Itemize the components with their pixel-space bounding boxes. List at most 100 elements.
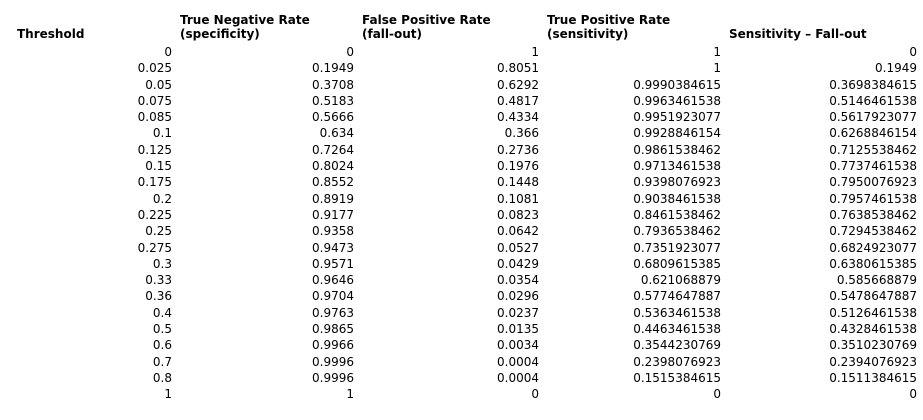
table-cell-sensitivity-minus-fallout: 0.5126461538 (829, 305, 917, 320)
table-cell-threshold: 0.085 (137, 110, 172, 125)
table-cell-true-positive-rate: 0.5363461538 (633, 305, 721, 320)
column-header-line2: (sensitivity) (547, 27, 629, 41)
table-row: 1 1 0 0 0 (0, 386, 923, 402)
table-cell-true-positive-rate: 0.7351923077 (633, 240, 721, 255)
table-cell-sensitivity-minus-fallout: 0.6380615385 (829, 256, 917, 271)
table-cell-threshold: 0.275 (137, 240, 172, 255)
table-cell-false-positive-rate: 0.6292 (497, 77, 539, 92)
table-cell-false-positive-rate: 0 (531, 387, 539, 402)
table-cell-false-positive-rate: 0.4334 (497, 110, 539, 125)
table-cell-true-negative-rate: 0.8919 (312, 191, 354, 206)
table-cell-true-negative-rate: 0 (346, 45, 354, 59)
column-header-line2: (fall-out) (362, 27, 423, 41)
table-cell-threshold: 0.4 (152, 305, 172, 320)
table-cell-false-positive-rate: 0.4817 (497, 93, 539, 108)
table-cell-true-negative-rate: 0.9473 (312, 240, 354, 255)
table-cell-sensitivity-minus-fallout: 0.2394076923 (829, 354, 917, 369)
table-row: 0.125 0.7264 0.2736 0.9861538462 0.712553846… (0, 142, 923, 158)
table-cell-sensitivity-minus-fallout: 0.1949 (875, 61, 917, 76)
table-cell-true-positive-rate: 0.8461538462 (633, 207, 721, 222)
table-cell-true-positive-rate: 0.9990384615 (633, 77, 721, 92)
table-cell-threshold: 0.025 (137, 61, 172, 76)
table-cell-true-positive-rate: 0.7936538462 (633, 224, 721, 239)
table-cell-threshold: 0.6 (152, 338, 172, 353)
table-cell-true-positive-rate: 1 (713, 61, 721, 76)
table-row: 0.5 0.9865 0.0135 0.4463461538 0.4328461538 (0, 321, 923, 337)
table-cell-true-positive-rate: 1 (713, 45, 721, 59)
table-row: 0.6 0.9966 0.0034 0.3544230769 0.3510230769 (0, 337, 923, 353)
table-cell-threshold: 0 (164, 45, 172, 59)
table-cell-threshold: 0.8 (152, 370, 172, 385)
table-row: 0.1 0.634 0.366 0.9928846154 0.6268846154 (0, 125, 923, 141)
table-cell-true-negative-rate: 0.9177 (312, 207, 354, 222)
table-cell-true-positive-rate: 0.6809615385 (633, 256, 721, 271)
table-cell-true-negative-rate: 0.9704 (312, 289, 354, 304)
column-header-true-positive-rate: True Positive Rate (sensitivity) (545, 13, 727, 44)
table-cell-false-positive-rate: 0.1448 (497, 175, 539, 190)
table-cell-sensitivity-minus-fallout: 0.4328461538 (829, 322, 917, 337)
table-cell-true-positive-rate: 0.9038461538 (633, 191, 721, 206)
table-cell-threshold: 0.7 (152, 354, 172, 369)
roc-threshold-table-sheet: Threshold True Negative Rate (specificity)… (0, 13, 923, 403)
table-cell-true-negative-rate: 0.5666 (312, 110, 354, 125)
table-row: 0.275 0.9473 0.0527 0.7351923077 0.682492307… (0, 240, 923, 256)
column-header-line2: (specificity) (180, 27, 260, 41)
table-cell-sensitivity-minus-fallout: 0.5478647887 (829, 289, 917, 304)
table-cell-sensitivity-minus-fallout: 0.1511384615 (829, 370, 917, 385)
table-row: 0.7 0.9996 0.0004 0.2398076923 0.2394076923 (0, 354, 923, 370)
table-row: 0.085 0.5666 0.4334 0.9951923077 0.561792307… (0, 109, 923, 125)
table-cell-false-positive-rate: 0.0823 (497, 207, 539, 222)
table-row: 0.2 0.8919 0.1081 0.9038461538 0.7957461538 (0, 191, 923, 207)
column-header-sensitivity-minus-fallout: Sensitivity – Fall-out (727, 13, 923, 44)
table-cell-threshold: 0.15 (145, 159, 172, 174)
column-header-false-positive-rate: False Positive Rate (fall-out) (360, 13, 545, 44)
table-cell-sensitivity-minus-fallout: 0.585668879 (836, 273, 917, 288)
table-cell-true-positive-rate: 0.9398076923 (633, 175, 721, 190)
table-row: 0.8 0.9996 0.0004 0.1515384615 0.1511384615 (0, 370, 923, 386)
column-header-line2: Sensitivity – Fall-out (729, 27, 867, 41)
table-cell-threshold: 0.1 (152, 126, 172, 141)
table-row: 0.025 0.1949 0.8051 1 0.1949 (0, 60, 923, 76)
table-row: 0.36 0.9704 0.0296 0.5774647887 0.5478647887 (0, 288, 923, 304)
table-cell-true-negative-rate: 0.9763 (312, 305, 354, 320)
table-cell-true-negative-rate: 0.9646 (312, 273, 354, 288)
table-cell-false-positive-rate: 0.0034 (497, 338, 539, 353)
table-row: 0.33 0.9646 0.0354 0.621068879 0.585668879 (0, 272, 923, 288)
table-cell-sensitivity-minus-fallout: 0.3510230769 (829, 338, 917, 353)
column-header-line2: Threshold (17, 27, 85, 41)
table-cell-true-positive-rate: 0.2398076923 (633, 354, 721, 369)
table-cell-true-negative-rate: 0.8552 (312, 175, 354, 190)
table-cell-true-negative-rate: 0.634 (319, 126, 354, 141)
column-header-line1: True Positive Rate (547, 13, 671, 27)
table-cell-sensitivity-minus-fallout: 0.7638538462 (829, 207, 917, 222)
table-cell-true-negative-rate: 0.9996 (312, 354, 354, 369)
table-cell-true-negative-rate: 0.7264 (312, 142, 354, 157)
table-body: 0 0 1 1 0 0.025 0.1949 0.8051 1 0.1949 0.05 0.3708 0… (0, 44, 923, 403)
table-row: 0.25 0.9358 0.0642 0.7936538462 0.7294538462 (0, 223, 923, 239)
table-cell-false-positive-rate: 0.0429 (497, 256, 539, 271)
table-cell-false-positive-rate: 0.2736 (497, 142, 539, 157)
table-cell-threshold: 1 (164, 387, 172, 402)
table-cell-true-positive-rate: 0 (713, 387, 721, 402)
table-cell-true-positive-rate: 0.9928846154 (633, 126, 721, 141)
table-cell-sensitivity-minus-fallout: 0.5146461538 (829, 93, 917, 108)
table-cell-true-negative-rate: 0.9358 (312, 224, 354, 239)
table-cell-sensitivity-minus-fallout: 0.7125538462 (829, 142, 917, 157)
column-header-line1: False Positive Rate (362, 13, 491, 27)
table-cell-false-positive-rate: 0.0354 (497, 273, 539, 288)
table-cell-sensitivity-minus-fallout: 0.7957461538 (829, 191, 917, 206)
table-cell-false-positive-rate: 0.366 (504, 126, 539, 141)
column-header-threshold: Threshold (0, 13, 178, 44)
table-cell-false-positive-rate: 0.0296 (497, 289, 539, 304)
table-cell-false-positive-rate: 0.8051 (497, 61, 539, 76)
table-cell-false-positive-rate: 0.0004 (497, 354, 539, 369)
table-cell-true-negative-rate: 0.3708 (312, 77, 354, 92)
table-cell-threshold: 0.075 (137, 93, 172, 108)
table-cell-true-negative-rate: 0.5183 (312, 93, 354, 108)
table-cell-threshold: 0.36 (145, 289, 172, 304)
table-row: 0.225 0.9177 0.0823 0.8461538462 0.763853846… (0, 207, 923, 223)
table-cell-true-negative-rate: 0.1949 (312, 61, 354, 76)
table-cell-true-positive-rate: 0.9951923077 (633, 110, 721, 125)
table-cell-sensitivity-minus-fallout: 0.6824923077 (829, 240, 917, 255)
table-row: 0.05 0.3708 0.6292 0.9990384615 0.3698384615 (0, 77, 923, 93)
